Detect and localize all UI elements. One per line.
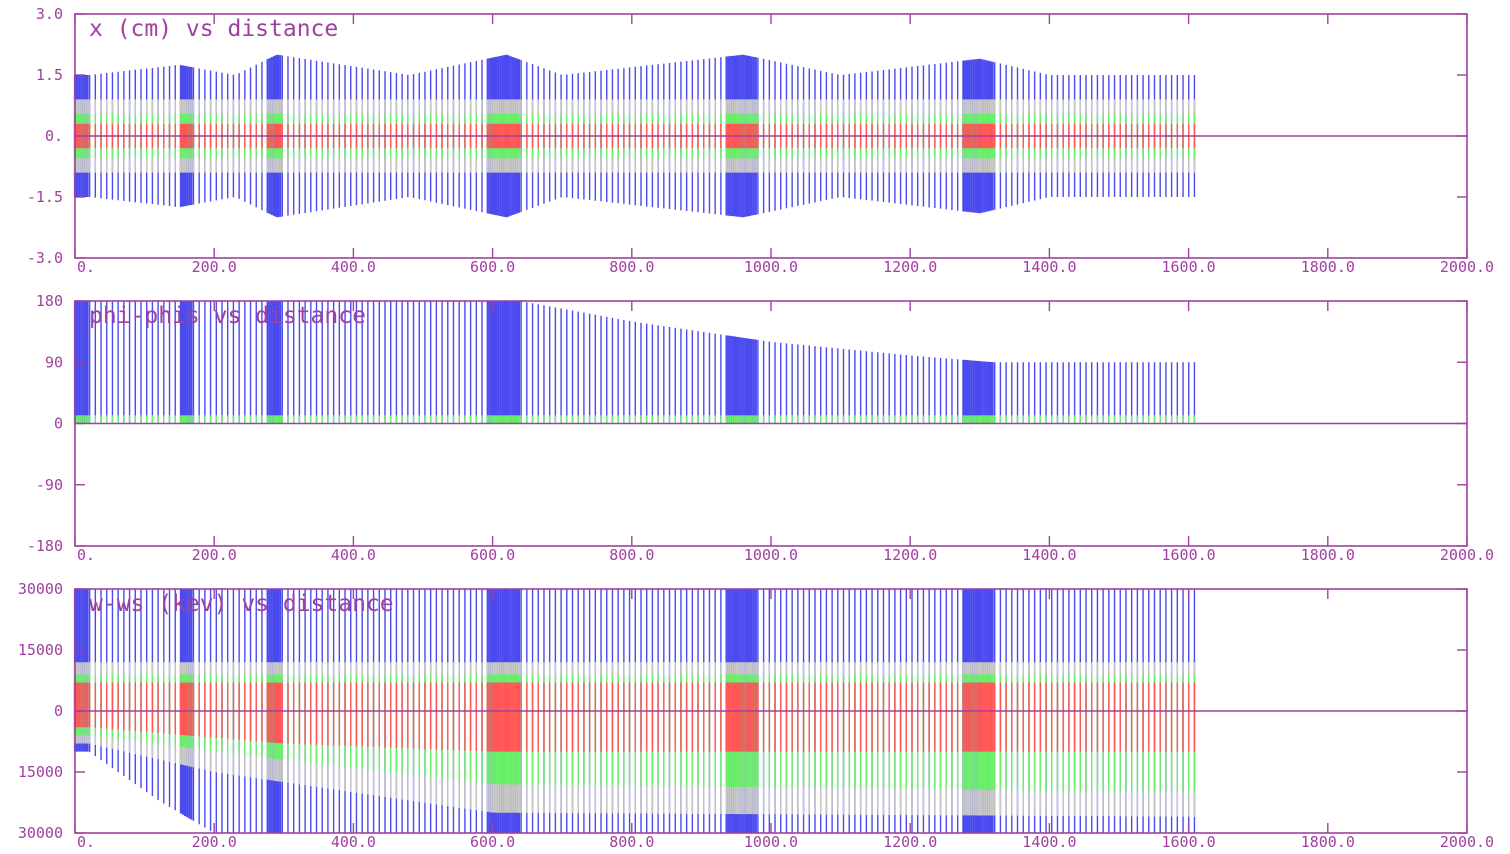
y-tick-label: 15000 [18, 763, 63, 781]
x-tick-label: 0. [77, 546, 95, 564]
x-tick-label: 1600.0 [1162, 833, 1216, 851]
y-tick-label: -1.5 [27, 188, 63, 206]
x-tick-label: 200.0 [192, 258, 237, 276]
x-tick-label: 1000.0 [744, 546, 798, 564]
x-tick-label: 1000.0 [744, 258, 798, 276]
x-tick-label: 800.0 [609, 258, 654, 276]
data-traces [73, 301, 1196, 424]
x-tick-label: 400.0 [331, 258, 376, 276]
y-tick-label: -3.0 [27, 249, 63, 267]
data-traces [73, 589, 1196, 833]
x-tick-label: 600.0 [470, 833, 515, 851]
y-tick-label: 0 [54, 415, 63, 433]
x-tick-label: 1400.0 [1022, 546, 1076, 564]
x-tick-label: 0. [77, 258, 95, 276]
panel-title: phi-phis vs distance [89, 303, 366, 329]
x-tick-label: 400.0 [331, 833, 376, 851]
y-tick-label: 30000 [18, 824, 63, 842]
x-tick-label: 2000.0 [1440, 546, 1494, 564]
x-tick-label: 600.0 [470, 546, 515, 564]
x-tick-label: 2000.0 [1440, 833, 1494, 851]
y-tick-label: -90 [36, 476, 63, 494]
x-tick-label: 200.0 [192, 833, 237, 851]
x-tick-label: 1600.0 [1162, 546, 1216, 564]
x-tick-label: 1400.0 [1022, 258, 1076, 276]
x-tick-label: 1200.0 [883, 258, 937, 276]
x-tick-label: 1800.0 [1301, 833, 1355, 851]
x-tick-label: 1200.0 [883, 546, 937, 564]
y-tick-label: 90 [45, 353, 63, 371]
x-tick-label: 0. [77, 833, 95, 851]
panel-w-vs-distance: 0. 200.0 400.0 600.0 800.0 1000.0 1200.0 1400.0… [18, 580, 1494, 851]
x-tick-label: 400.0 [331, 546, 376, 564]
y-tick-label: 3.0 [36, 5, 63, 23]
x-tick-label: 2000.0 [1440, 258, 1494, 276]
panel-x-vs-distance: 0. 200.0 400.0 600.0 800.0 1000.0 1200.0 1400.0… [27, 5, 1494, 276]
y-tick-label: 0 [54, 702, 63, 720]
panel-title: w-ws (kev) vs distance [89, 591, 394, 617]
x-tick-label: 800.0 [609, 833, 654, 851]
panel-title: x (cm) vs distance [89, 16, 338, 42]
x-tick-label: 1600.0 [1162, 258, 1216, 276]
y-tick-label: 0. [45, 127, 63, 145]
x-tick-label: 600.0 [470, 258, 515, 276]
x-tick-label: 1200.0 [883, 833, 937, 851]
y-tick-label: 30000 [18, 580, 63, 598]
y-tick-label: 15000 [18, 641, 63, 659]
x-tick-label: 1800.0 [1301, 546, 1355, 564]
y-tick-label: 180 [36, 292, 63, 310]
x-tick-label: 1800.0 [1301, 258, 1355, 276]
y-tick-label: -180 [27, 537, 63, 555]
panel-phi-vs-distance: 0. 200.0 400.0 600.0 800.0 1000.0 1200.0 1400.0… [27, 292, 1494, 564]
x-tick-label: 800.0 [609, 546, 654, 564]
x-tick-label: 1400.0 [1022, 833, 1076, 851]
y-tick-label: 1.5 [36, 66, 63, 84]
x-tick-label: 1000.0 [744, 833, 798, 851]
x-tick-label: 200.0 [192, 546, 237, 564]
